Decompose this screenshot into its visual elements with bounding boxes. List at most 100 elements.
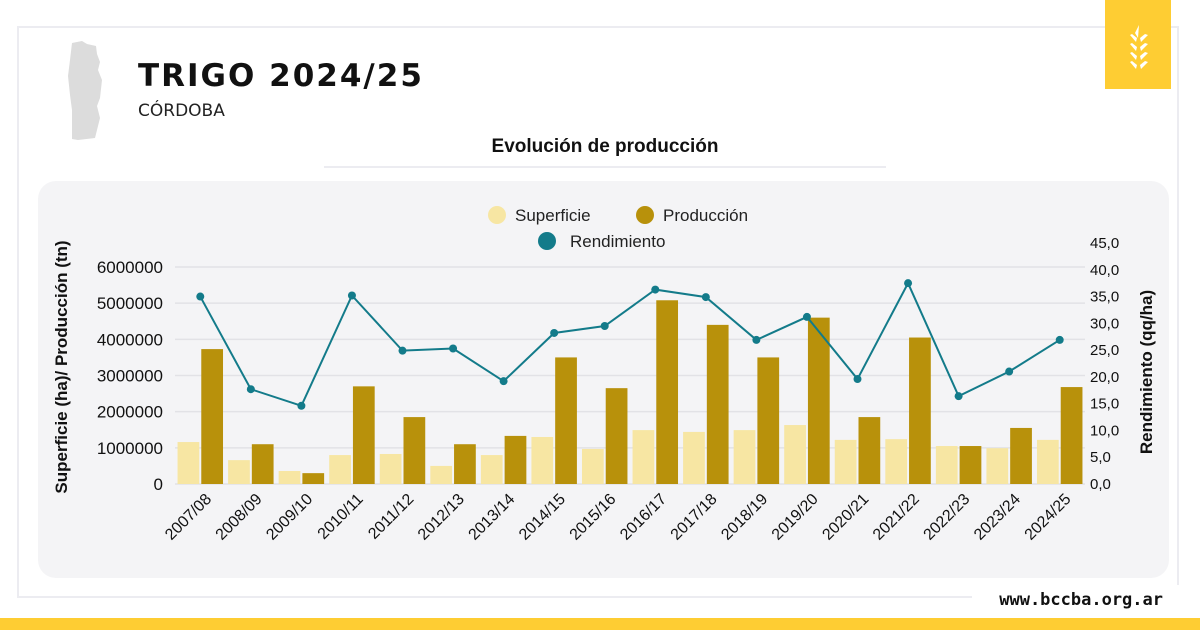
bar-produccion (959, 446, 982, 484)
point-rendimiento (701, 293, 710, 302)
point-rendimiento (449, 344, 458, 353)
bar-produccion (909, 337, 931, 484)
x-tick-label: 2022/23 (921, 491, 974, 544)
bar-produccion (352, 386, 375, 484)
bar-superficie (177, 442, 200, 484)
region-subtitle: CÓRDOBA (138, 101, 225, 121)
y-tick-label: 6000000 (97, 258, 163, 277)
legend-swatch-produccion (636, 206, 654, 224)
x-tick-label: 2021/22 (870, 491, 923, 544)
bar-produccion (201, 349, 224, 484)
bar-produccion (757, 357, 780, 484)
bar-superficie (278, 470, 301, 484)
bar-produccion (605, 388, 628, 484)
y-tick-label: 3000000 (97, 367, 163, 386)
legend-label: Producción (663, 206, 748, 225)
bar-produccion (454, 444, 476, 484)
bar-produccion (1060, 387, 1083, 484)
bar-superficie (683, 431, 705, 484)
y-axis-label: Superficie (ha)/ Producción (tn) (52, 240, 71, 493)
point-rendimiento (196, 292, 205, 301)
y2-tick-label: 15,0 (1090, 396, 1119, 413)
y2-tick-label: 30,0 (1090, 315, 1119, 332)
y2-tick-label: 40,0 (1090, 262, 1119, 279)
legend-swatch-superficie (488, 206, 506, 224)
wheat-badge (1105, 0, 1171, 89)
point-rendimiento (246, 385, 255, 394)
bottom-stripe (0, 618, 1200, 630)
bar-superficie (784, 425, 806, 484)
bar-superficie (329, 455, 351, 484)
legend-swatch-rendimiento (538, 232, 556, 250)
x-tick-label: 2018/19 (718, 491, 771, 544)
bar-produccion (656, 300, 679, 484)
point-rendimiento (651, 285, 660, 294)
x-tick-label: 2016/17 (617, 491, 670, 544)
bar-superficie (480, 455, 503, 484)
bar-produccion (555, 357, 577, 484)
bar-produccion (706, 324, 729, 484)
bar-produccion (807, 317, 830, 484)
point-rendimiento (499, 377, 508, 386)
x-tick-label: 2009/10 (263, 491, 316, 544)
bar-superficie (531, 436, 554, 484)
x-tick-label: 2014/15 (516, 491, 569, 544)
bar-superficie (885, 439, 908, 484)
wheat-icon (1130, 25, 1148, 69)
y-tick-label: 4000000 (97, 330, 163, 349)
footer (972, 585, 1200, 618)
bar-produccion (858, 417, 881, 484)
y-tick-label: 5000000 (97, 294, 163, 313)
cordoba-map-icon (68, 41, 102, 140)
x-tick-label: 2015/16 (567, 491, 620, 544)
point-rendimiento (398, 346, 407, 355)
x-tick-label: 2017/18 (668, 491, 721, 544)
point-rendimiento (347, 291, 356, 300)
bar-superficie (733, 430, 756, 484)
x-tick-label: 2008/09 (213, 491, 266, 544)
bar-superficie (935, 446, 958, 484)
frame (17, 26, 1179, 598)
x-tick-label: 2020/21 (819, 491, 872, 544)
x-tick-label: 2024/25 (1022, 491, 1075, 544)
point-rendimiento (297, 401, 306, 410)
bar-superficie (430, 465, 453, 484)
bar-produccion (1010, 427, 1032, 484)
legend-label: Superficie (515, 206, 591, 225)
point-rendimiento (802, 312, 811, 321)
x-tick-label: 2023/24 (971, 491, 1024, 544)
y-tick-label: 0 (154, 475, 163, 494)
point-rendimiento (752, 335, 761, 344)
website-link[interactable]: www.bccba.org.ar (999, 590, 1163, 610)
bar-superficie (986, 448, 1009, 484)
bar-produccion (403, 417, 426, 484)
y2-tick-label: 25,0 (1090, 342, 1119, 359)
y2-axis-label: Rendimiento (qq/ha) (1137, 290, 1156, 454)
bar-superficie (379, 453, 402, 484)
point-rendimiento (1005, 367, 1014, 376)
bar-superficie (581, 448, 604, 484)
point-rendimiento (954, 392, 963, 401)
x-tick-label: 2011/12 (365, 491, 417, 543)
bar-superficie (632, 430, 655, 484)
y2-tick-label: 20,0 (1090, 369, 1119, 386)
x-tick-label: 2010/11 (315, 491, 367, 543)
line-rendimiento (199, 280, 1061, 408)
legend-label: Rendimiento (570, 232, 665, 251)
point-rendimiento (600, 322, 609, 331)
bar-produccion (251, 444, 274, 484)
bar-produccion (302, 473, 325, 484)
y2-tick-label: 45,0 (1090, 235, 1119, 252)
x-tick-label: 2019/20 (769, 491, 822, 544)
y2-tick-label: 10,0 (1090, 422, 1119, 439)
chart-title: Evolución de producción (324, 136, 886, 168)
y2-tick-label: 5,0 (1090, 449, 1111, 466)
bar-produccion (504, 435, 527, 484)
y-tick-label: 1000000 (97, 439, 163, 458)
bar-superficie (834, 439, 857, 484)
x-tick-label: 2007/08 (162, 491, 215, 544)
bar-superficie (228, 460, 250, 484)
point-rendimiento (904, 279, 913, 288)
bar-superficie (1036, 439, 1059, 484)
